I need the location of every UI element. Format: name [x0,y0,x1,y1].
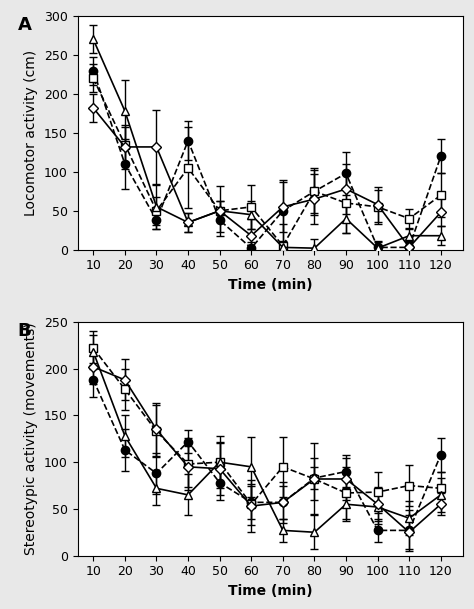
Y-axis label: Locomotor activity (cm): Locomotor activity (cm) [24,50,38,216]
X-axis label: Time (min): Time (min) [228,278,312,292]
Text: A: A [18,16,32,34]
Y-axis label: Stereotypic activity (movements): Stereotypic activity (movements) [24,323,38,555]
Text: B: B [18,322,31,340]
X-axis label: Time (min): Time (min) [228,584,312,598]
